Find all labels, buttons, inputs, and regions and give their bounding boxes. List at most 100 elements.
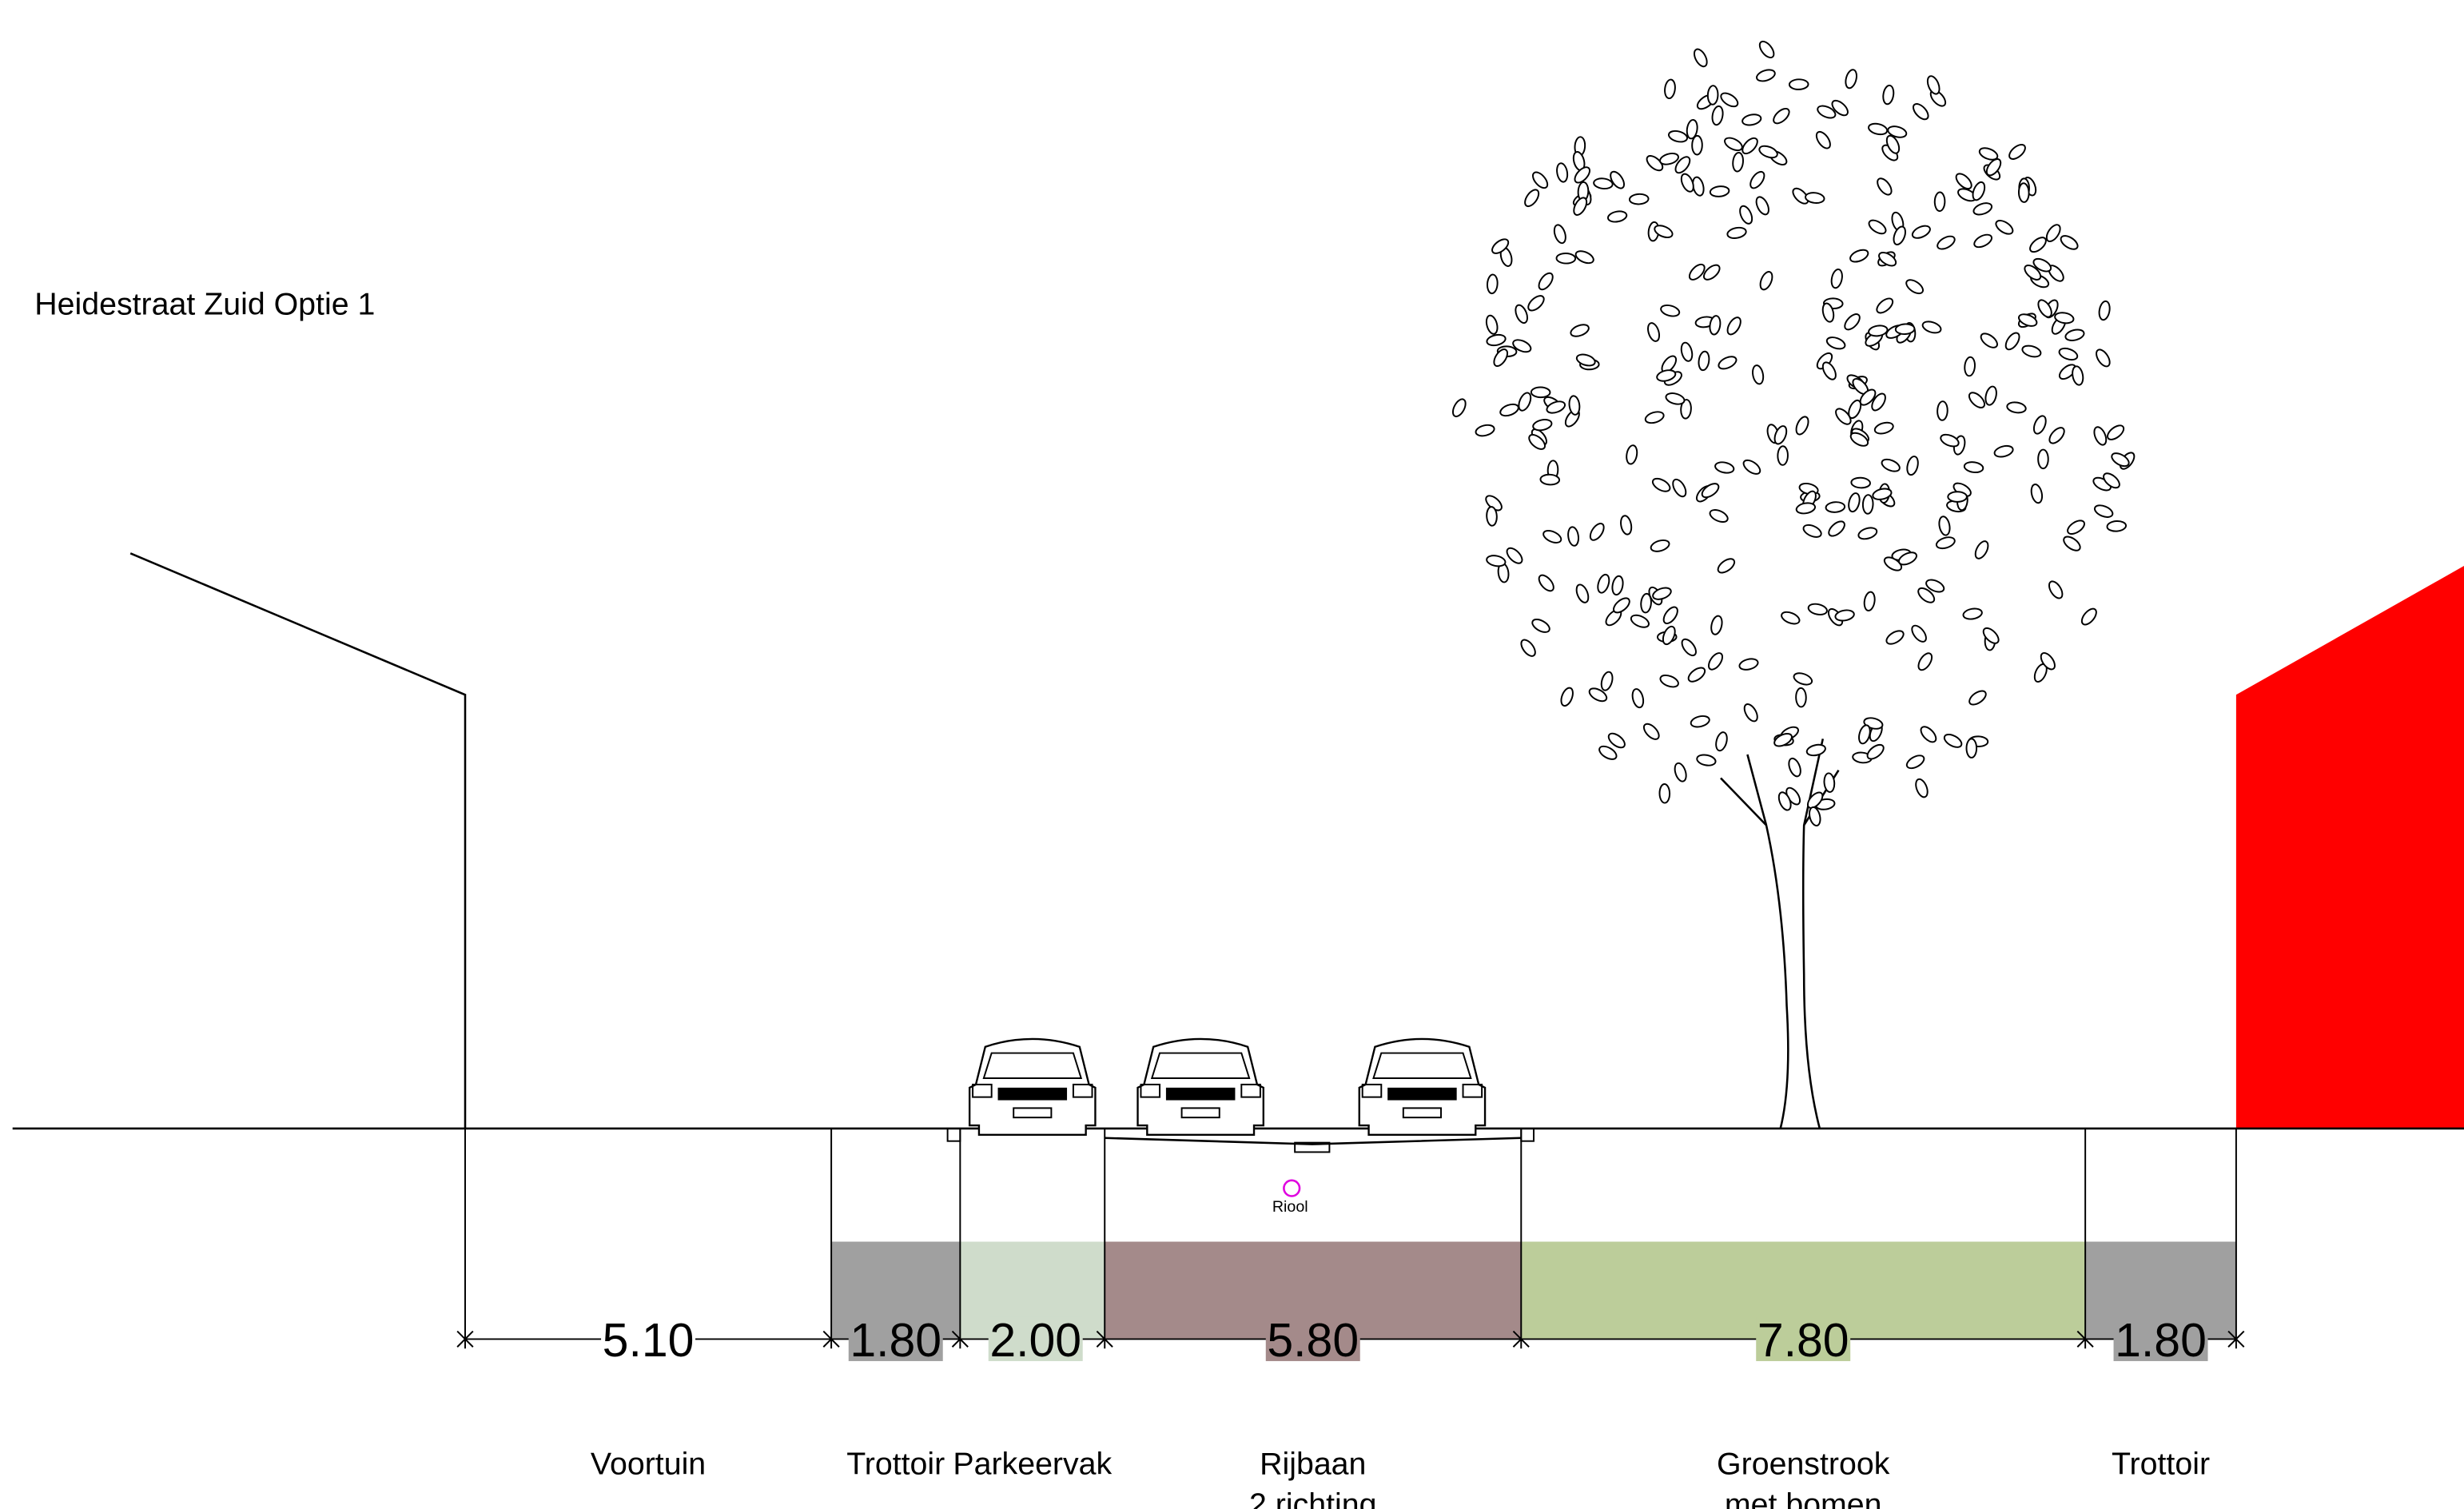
leaf [1717, 558, 1736, 574]
leaf [1607, 732, 1626, 749]
leaf [2018, 313, 2038, 327]
leaf [1806, 791, 1824, 809]
leaf [1524, 189, 1540, 208]
leaf [1777, 445, 1789, 466]
leaf [1506, 547, 1523, 564]
right-building [2235, 566, 2464, 1129]
leaf [1781, 611, 1801, 625]
segment-name: 2 richting [1249, 1487, 1377, 1509]
leaf [1739, 205, 1753, 225]
leaf [1873, 421, 1894, 435]
leaf [1568, 395, 1581, 416]
leaf [1654, 225, 1674, 239]
leaf [1553, 224, 1566, 245]
leaf [1674, 762, 1687, 782]
leaf [1486, 555, 1507, 567]
leaf [2107, 424, 2125, 440]
car-window [982, 1052, 1083, 1080]
car-plate [1402, 1107, 1442, 1119]
leaf [1848, 492, 1861, 513]
leaf [1835, 408, 1852, 425]
leaf [1626, 444, 1638, 465]
leaf [1805, 192, 1825, 204]
car-light [1240, 1083, 1261, 1098]
leaf [1849, 249, 1869, 263]
leaf [1539, 473, 1561, 486]
leaf [2067, 520, 2085, 535]
dimension-label: 5.10 [603, 1315, 695, 1367]
leaf [1532, 419, 1553, 432]
leaf [1937, 235, 1956, 250]
leaf [1795, 687, 1807, 708]
leaf [1664, 78, 1676, 100]
leaf [1726, 226, 1747, 239]
leaf [1515, 304, 1528, 324]
dimension-label: 1.80 [850, 1315, 941, 1367]
car-body [1358, 1037, 1487, 1136]
leaf [2032, 257, 2052, 273]
leaf [1680, 399, 1692, 420]
leaf [1567, 526, 1579, 547]
leaf [1651, 477, 1671, 492]
leaf [2045, 224, 2061, 242]
segment-name: Rijbaan [1260, 1447, 1366, 1482]
leaf [2063, 536, 2081, 551]
leaf [1938, 516, 1951, 536]
car-light [1072, 1083, 1093, 1098]
leaf [1665, 392, 1686, 405]
leaf [1857, 527, 1878, 540]
leaf [2106, 520, 2128, 532]
leaf [2040, 651, 2056, 671]
car [968, 1037, 1097, 1136]
leaf [1742, 137, 1758, 155]
leaf [1575, 353, 1596, 367]
car-light [1462, 1083, 1483, 1098]
leaf [1709, 185, 1730, 197]
sewer-pipe [1283, 1179, 1301, 1197]
leaf [2029, 237, 2047, 253]
leaf [1714, 461, 1735, 474]
leaf [1574, 250, 1594, 265]
segment-name: Trottoir [2112, 1447, 2210, 1482]
leaf [1538, 574, 1554, 592]
leaf [1911, 225, 1931, 239]
leaf [1686, 118, 1698, 140]
leaf [2048, 580, 2064, 599]
leaf [1894, 323, 1916, 336]
leaf [1807, 603, 1828, 615]
leaf [1706, 85, 1719, 106]
dimension-label: 7.80 [1757, 1315, 1849, 1367]
leaf [1802, 524, 1822, 538]
leaf [1556, 162, 1569, 183]
leaf [1681, 638, 1697, 657]
leaf [1672, 478, 1687, 498]
leaf [1793, 672, 1813, 686]
leaf [1560, 687, 1574, 707]
leaf [1588, 687, 1608, 703]
leaf [1935, 536, 1956, 550]
leaf [1570, 324, 1590, 337]
leaf [1538, 272, 1554, 291]
leaf [1491, 238, 1510, 254]
leaf [1828, 520, 1845, 537]
leaf [2093, 426, 2108, 446]
car-grille [997, 1087, 1068, 1101]
leaf [1985, 158, 2002, 177]
leaf [1749, 170, 1765, 189]
leaf [1980, 332, 1998, 348]
leaf [2064, 328, 2085, 341]
car-light [1140, 1083, 1161, 1098]
leaf [1598, 745, 1618, 760]
leaf [1915, 778, 1929, 798]
leaf [1973, 233, 1993, 249]
leaf [1906, 456, 1919, 476]
leaf [1773, 732, 1793, 747]
leaf [1788, 757, 1801, 778]
leaf [1905, 754, 1925, 770]
leaf [2072, 365, 2084, 386]
leaf [1830, 269, 1843, 289]
segment-name: Trottoir [846, 1447, 945, 1482]
leaf [1758, 145, 1778, 159]
leaf [1696, 754, 1717, 766]
